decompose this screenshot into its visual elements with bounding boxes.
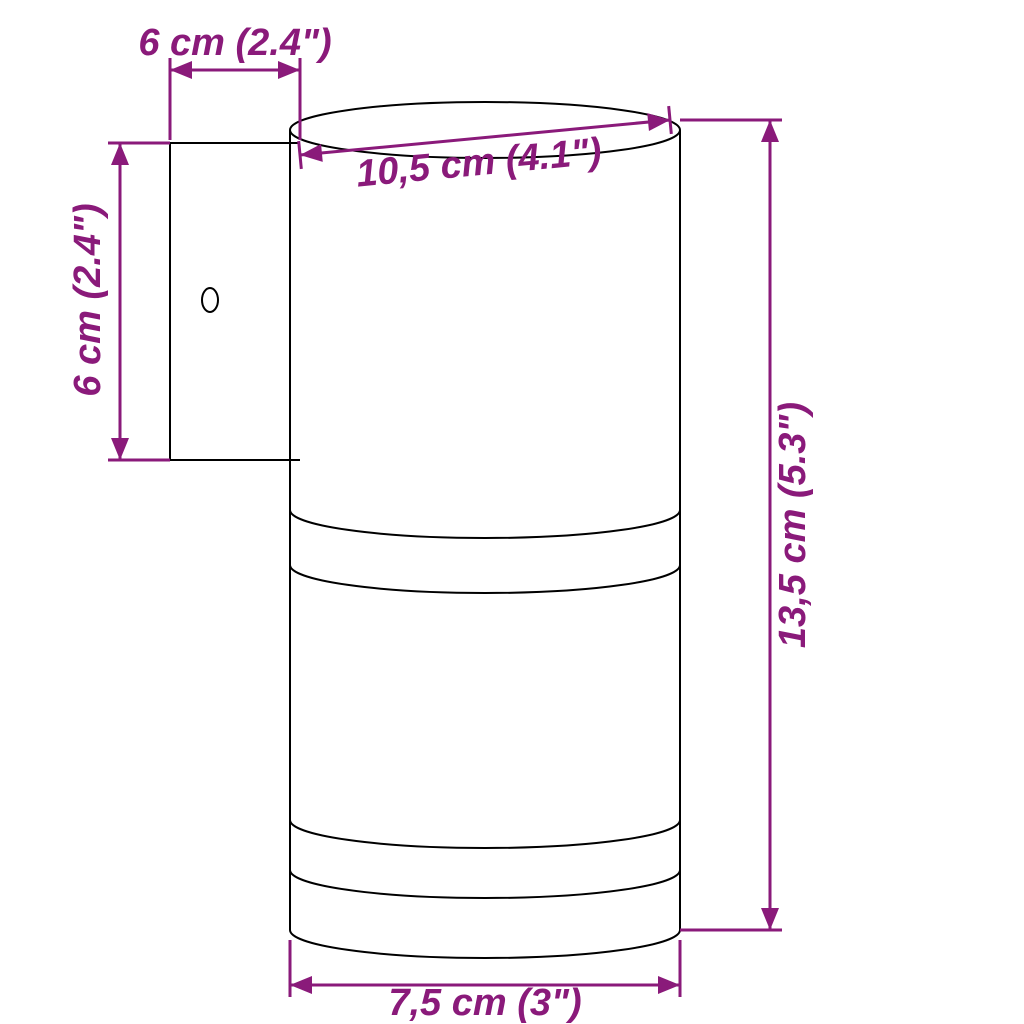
groove-1 [290,820,680,848]
dim-left-height-label: 6 cm (2.4") [67,203,109,396]
dim-bottom-width-label: 7,5 cm (3") [388,982,581,1024]
band-top-arc [290,510,680,538]
dim-diag-tick-1 [299,141,302,169]
arrow-head [658,976,680,994]
dim-right-height-label: 13,5 cm (5.3") [772,402,814,648]
dim-top-width-label: 6 cm (2.4") [138,22,331,64]
arrow-head [111,143,129,165]
screw-hole [202,288,218,312]
arrow-head [761,120,779,142]
arrow-head [761,908,779,930]
band-bottom-arc [290,565,680,593]
dimension-diagram: 6 cm (2.4")10,5 cm (4.1")6 cm (2.4")13,5… [0,0,1024,1024]
arrow-head [111,438,129,460]
mount-plate [170,143,300,460]
arrow-head [290,976,312,994]
cylinder-body [290,130,680,958]
arrow-head [300,144,323,162]
groove-2 [290,870,680,898]
